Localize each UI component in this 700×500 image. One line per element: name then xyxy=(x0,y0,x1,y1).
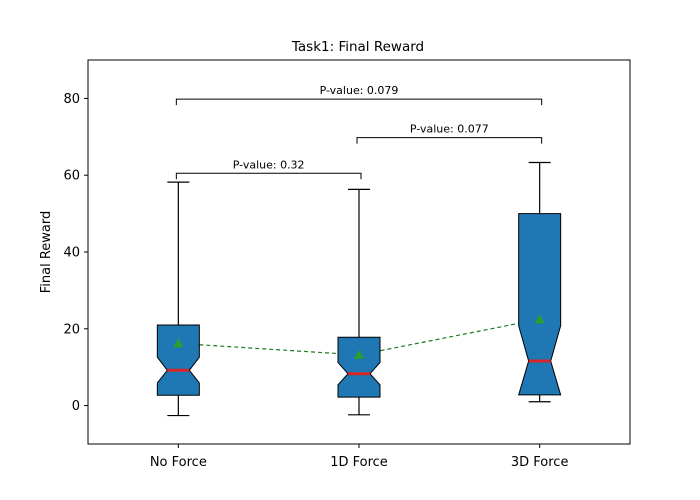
comparison-2: P-value: 0.077 xyxy=(356,123,543,144)
y-tick-label: 0 xyxy=(72,399,80,414)
mean-marker xyxy=(354,349,364,359)
bracket xyxy=(356,137,543,144)
comparison-1: P-value: 0.32 xyxy=(175,158,362,180)
significance-brackets: P-value: 0.32 P-value: 0.077 P-value: 0.07… xyxy=(175,84,543,180)
p-value-label: P-value: 0.077 xyxy=(410,123,489,136)
y-tick-label: 60 xyxy=(63,169,80,184)
p-value-label: P-value: 0.079 xyxy=(320,84,399,97)
notched-box xyxy=(337,336,381,398)
bracket xyxy=(175,172,362,180)
box-2 xyxy=(337,188,381,416)
x-axis-ticks: No Force 1D Force 3D Force xyxy=(150,444,569,470)
y-tick-label: 80 xyxy=(63,92,80,107)
notched-box xyxy=(156,324,200,396)
mean-marker xyxy=(534,314,545,324)
x-tick-label: 1D Force xyxy=(330,455,388,470)
x-tick-label: 3D Force xyxy=(511,455,569,470)
comparison-3: P-value: 0.079 xyxy=(175,84,543,106)
y-tick-label: 20 xyxy=(63,322,80,337)
mean-trend-line xyxy=(178,318,540,356)
notched-box xyxy=(517,213,562,396)
y-axis-label: Final Reward xyxy=(39,211,54,294)
bracket xyxy=(175,98,543,106)
box-series xyxy=(156,161,562,417)
p-value-label: P-value: 0.32 xyxy=(233,158,305,171)
y-tick-label: 40 xyxy=(63,246,80,261)
chart-title: Task1: Final Reward xyxy=(291,39,424,55)
y-axis-ticks: 0 20 40 60 80 xyxy=(63,92,88,414)
box-3 xyxy=(517,161,562,403)
x-tick-label: No Force xyxy=(150,455,207,470)
mean-marker xyxy=(173,338,184,348)
box-1 xyxy=(156,181,200,417)
mean-connector-line xyxy=(178,318,540,356)
